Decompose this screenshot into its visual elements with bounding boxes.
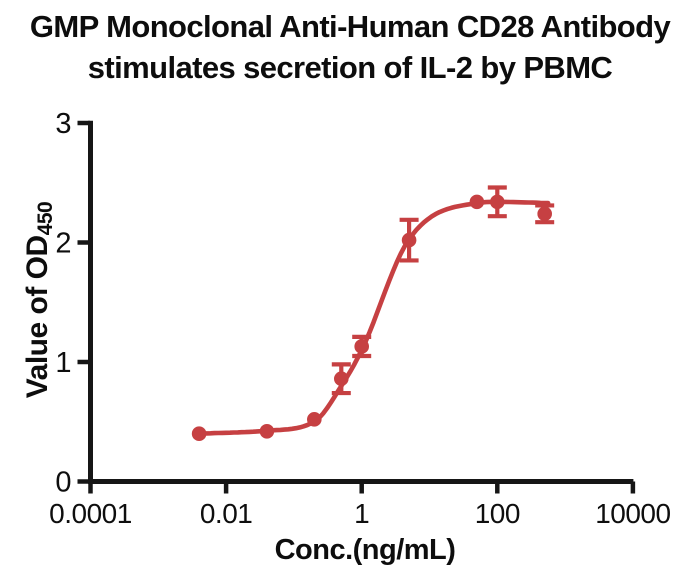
data-point-marker [354, 339, 370, 354]
data-point-marker [307, 412, 322, 427]
chart-title: GMP Monoclonal Anti-Human CD28 Antibody … [0, 6, 700, 88]
y-axis-title: Value of OD450 [21, 201, 57, 399]
fit-curve [196, 199, 551, 436]
x-tick-label: 0.0001 [49, 498, 132, 529]
y-axis-title-text: Value of OD [21, 235, 54, 399]
x-tick-label: 0.01 [200, 498, 253, 529]
x-axis-title: Conc.(ng/mL) [274, 534, 456, 566]
y-tick-label: 0 [55, 467, 71, 499]
chart-title-line2: stimulates secretion of IL-2 by PBMC [87, 50, 613, 85]
data-point-marker [490, 194, 505, 210]
x-tick-label: 10000 [595, 498, 670, 529]
x-tick-label: 1 [354, 498, 369, 529]
data-point-marker [191, 426, 207, 442]
chart-title-line1: GMP Monoclonal Anti-Human CD28 Antibody [29, 9, 671, 44]
y-tick-label: 1 [55, 347, 71, 379]
data-point-marker [401, 232, 417, 248]
data-point-marker [259, 424, 275, 439]
data-point-marker [537, 206, 552, 222]
data-point-marker [469, 194, 485, 210]
x-tick-label: 100 [475, 498, 520, 529]
y-axis-title-subscript: 450 [34, 201, 57, 236]
y-tick-label: 2 [55, 228, 71, 260]
data-point-marker [333, 371, 349, 387]
y-tick-label: 3 [55, 108, 71, 140]
